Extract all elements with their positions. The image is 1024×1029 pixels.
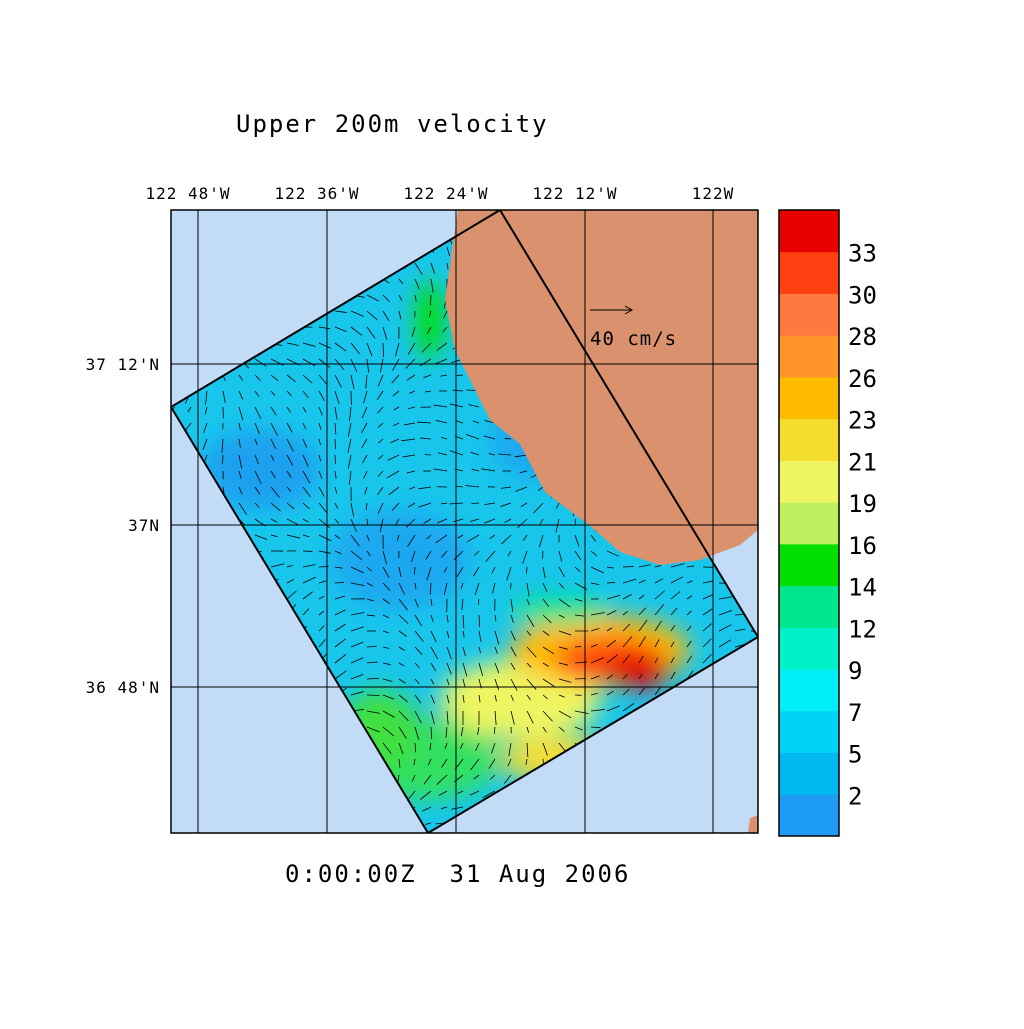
velocity-arrow [575,519,576,525]
colorbar-label: 2 [848,782,862,810]
colorbar-band [779,460,839,502]
velocity-arrow [623,566,634,567]
colorbar-band [779,627,839,669]
colorbar-label: 16 [848,532,877,560]
velocity-arrow [414,567,415,574]
longitude-label: 122W [692,184,735,203]
colorbar-band [779,335,839,377]
colorbar: 2 5 7 9 12 14 16 19 21 23 26 28 30 33 [779,210,877,837]
colorbar-label: 23 [848,407,877,435]
colorbar-band [779,544,839,586]
colorbar-label: 7 [848,699,862,727]
title: Upper 200m velocity [236,110,549,138]
longitude-label: 122 48'W [145,184,230,203]
map-area [165,203,765,836]
velocity-arrow [575,678,586,679]
latitude-label: 36 48'N [86,678,160,697]
colorbar-band [779,669,839,711]
colorbar-label: 19 [848,490,877,518]
longitude-label: 122 36'W [274,184,359,203]
colorbar-band [779,252,839,294]
colorbar-band [779,586,839,628]
colorbar-band [779,293,839,335]
velocity-arrow [607,582,615,583]
colorbar-band [779,753,839,795]
colorbar-band [779,502,839,544]
timestamp: 0:00:00Z 31 Aug 2006 [285,860,630,888]
colorbar-band [779,711,839,753]
colorbar-label: 12 [848,615,877,643]
velocity-arrow [457,375,463,376]
colorbar-label: 21 [848,448,877,476]
latitude-label: 37 12'N [86,355,160,374]
velocity-arrow [472,503,479,504]
colorbar-band [779,794,839,836]
colorbar-label: 28 [848,323,877,351]
colorbar-label: 9 [848,657,862,685]
colorbar-label: 5 [848,741,862,769]
longitude-label: 122 24'W [403,184,488,203]
colorbar-band [779,377,839,419]
colorbar-label: 33 [848,240,877,268]
longitude-label: 122 12'W [532,184,617,203]
colorbar-label: 26 [848,365,877,393]
colorbar-label: 30 [848,281,877,309]
colorbar-band [779,419,839,461]
colorbar-band [779,210,839,252]
colorbar-label: 14 [848,574,877,602]
reference-arrow-label: 40 cm/s [590,328,677,350]
latitude-label: 37N [128,516,160,535]
velocity-arrow [526,567,527,574]
